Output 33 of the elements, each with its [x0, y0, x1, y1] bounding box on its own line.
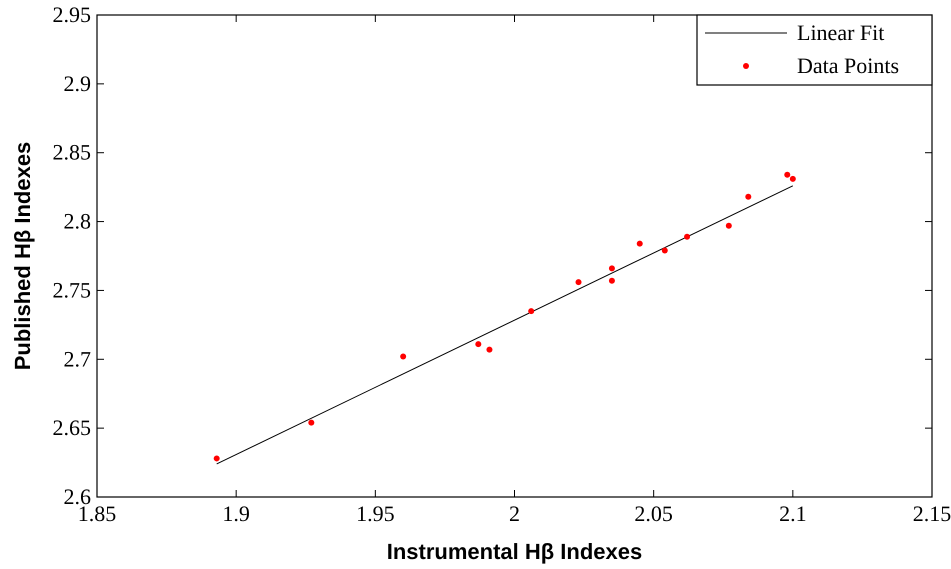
- point: [784, 172, 790, 178]
- x-tick-label: 2.15: [912, 501, 951, 526]
- point: [308, 420, 314, 426]
- x-tick-label: 1.9: [222, 501, 250, 526]
- y-axis-title: Published Hβ Indexes: [10, 142, 35, 370]
- point: [608, 278, 615, 284]
- x-tick-label: 1.95: [356, 501, 395, 526]
- x-tick-label: 2.1: [779, 501, 807, 526]
- point: [576, 279, 582, 286]
- point: [400, 354, 406, 360]
- point: [475, 341, 482, 348]
- point: [790, 176, 796, 182]
- point: [636, 240, 643, 247]
- x-tick-label: 2.05: [634, 501, 673, 526]
- x-tick-label: 2: [509, 501, 520, 526]
- point: [745, 194, 752, 200]
- point: [528, 308, 534, 314]
- y-tick-label: 2.8: [64, 208, 91, 234]
- legend-label: Data Points: [797, 53, 900, 78]
- x-axis-title: Instrumental Hβ Indexes: [386, 539, 642, 564]
- point: [214, 455, 220, 462]
- point: [684, 234, 690, 240]
- point: [726, 222, 732, 229]
- legend-label: Linear Fit: [797, 20, 884, 45]
- point: [608, 265, 615, 272]
- y-tick-label: 2.7: [64, 346, 91, 372]
- point: [486, 346, 492, 353]
- y-tick-label: 2.85: [52, 140, 91, 165]
- y-tick-label: 2.9: [64, 70, 91, 96]
- y-tick-label: 2.95: [52, 2, 91, 27]
- point: [662, 247, 668, 254]
- y-tick-label: 2.65: [52, 415, 91, 440]
- y-tick-label: 2.75: [52, 277, 91, 302]
